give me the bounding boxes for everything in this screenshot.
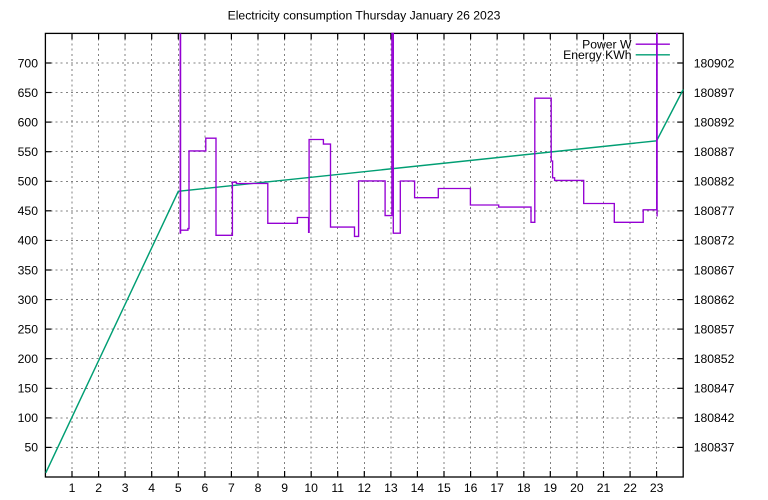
svg-text:180847: 180847 <box>694 382 735 396</box>
svg-text:180852: 180852 <box>694 352 735 366</box>
svg-text:50: 50 <box>24 441 38 455</box>
svg-text:17: 17 <box>490 481 504 495</box>
svg-text:13: 13 <box>384 481 398 495</box>
svg-text:21: 21 <box>597 481 611 495</box>
svg-text:400: 400 <box>18 234 39 248</box>
svg-text:180877: 180877 <box>694 204 735 218</box>
svg-text:200: 200 <box>18 352 39 366</box>
svg-text:180882: 180882 <box>694 175 735 189</box>
svg-text:180892: 180892 <box>694 115 735 129</box>
svg-text:5: 5 <box>175 481 182 495</box>
svg-text:2: 2 <box>95 481 102 495</box>
svg-text:350: 350 <box>18 263 39 277</box>
svg-text:180842: 180842 <box>694 411 735 425</box>
svg-text:250: 250 <box>18 322 39 336</box>
svg-text:1: 1 <box>69 481 76 495</box>
svg-text:180897: 180897 <box>694 86 735 100</box>
svg-text:15: 15 <box>437 481 451 495</box>
svg-text:6: 6 <box>202 481 209 495</box>
svg-text:300: 300 <box>18 293 39 307</box>
svg-text:12: 12 <box>358 481 372 495</box>
svg-text:600: 600 <box>18 115 39 129</box>
svg-text:100: 100 <box>18 411 39 425</box>
svg-text:180902: 180902 <box>694 56 735 70</box>
svg-text:20: 20 <box>570 481 584 495</box>
svg-text:22: 22 <box>623 481 637 495</box>
svg-text:180887: 180887 <box>694 145 735 159</box>
svg-text:450: 450 <box>18 204 39 218</box>
svg-text:180862: 180862 <box>694 293 735 307</box>
svg-text:550: 550 <box>18 145 39 159</box>
svg-text:19: 19 <box>544 481 558 495</box>
svg-text:8: 8 <box>255 481 262 495</box>
svg-text:Energy KWh: Energy KWh <box>563 48 631 62</box>
svg-text:23: 23 <box>650 481 664 495</box>
svg-text:180867: 180867 <box>694 263 735 277</box>
svg-text:7: 7 <box>228 481 235 495</box>
svg-text:700: 700 <box>18 56 39 70</box>
svg-text:180837: 180837 <box>694 441 735 455</box>
svg-text:9: 9 <box>281 481 288 495</box>
svg-text:3: 3 <box>122 481 129 495</box>
svg-text:Electricity consumption Thursd: Electricity consumption Thursday January… <box>228 9 501 23</box>
svg-text:10: 10 <box>304 481 318 495</box>
svg-text:Power W: Power W <box>582 37 632 51</box>
svg-text:650: 650 <box>18 86 39 100</box>
svg-text:14: 14 <box>411 481 425 495</box>
svg-text:180872: 180872 <box>694 234 735 248</box>
svg-text:18: 18 <box>517 481 531 495</box>
svg-text:11: 11 <box>331 481 344 495</box>
svg-text:180857: 180857 <box>694 322 735 336</box>
svg-text:4: 4 <box>148 481 155 495</box>
svg-text:500: 500 <box>18 175 39 189</box>
svg-text:150: 150 <box>18 382 39 396</box>
svg-text:16: 16 <box>464 481 478 495</box>
